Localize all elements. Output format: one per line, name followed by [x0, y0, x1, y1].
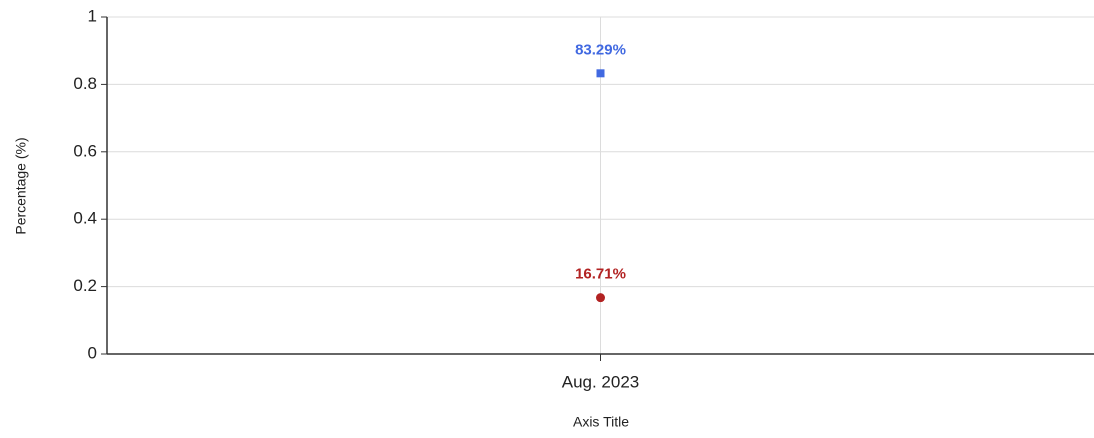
- y-tick-label: 0.6: [73, 141, 97, 160]
- data-label: 83.29%: [575, 41, 626, 58]
- x-axis-title: Axis Title: [573, 414, 629, 430]
- marker: [596, 69, 605, 78]
- y-axis-title: Percentage (%): [13, 137, 29, 234]
- y-tick-label: 0: [88, 343, 97, 362]
- y-tick-label: 0.4: [73, 209, 97, 228]
- x-tick-label: Aug. 2023: [562, 372, 640, 391]
- y-tick-label: 0.8: [73, 74, 97, 93]
- marker: [596, 293, 605, 303]
- y-tick-label: 1: [88, 6, 97, 25]
- y-tick-label: 0.2: [73, 276, 97, 295]
- data-label: 16.71%: [575, 266, 626, 283]
